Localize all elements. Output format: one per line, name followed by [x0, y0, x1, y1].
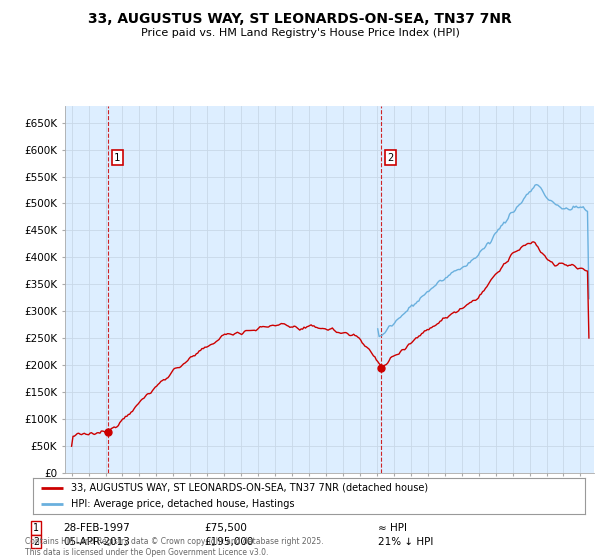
Text: 1: 1 [33, 523, 39, 533]
Text: 28-FEB-1997: 28-FEB-1997 [63, 523, 130, 533]
Text: Price paid vs. HM Land Registry's House Price Index (HPI): Price paid vs. HM Land Registry's House … [140, 28, 460, 38]
Text: 05-APR-2013: 05-APR-2013 [63, 536, 130, 547]
Text: £195,000: £195,000 [204, 536, 253, 547]
Text: £75,500: £75,500 [204, 523, 247, 533]
Text: 1: 1 [114, 153, 121, 162]
Text: ≈ HPI: ≈ HPI [378, 523, 407, 533]
Text: 21% ↓ HPI: 21% ↓ HPI [378, 536, 433, 547]
Text: 33, AUGUSTUS WAY, ST LEONARDS-ON-SEA, TN37 7NR (detached house): 33, AUGUSTUS WAY, ST LEONARDS-ON-SEA, TN… [71, 483, 428, 492]
Text: HPI: Average price, detached house, Hastings: HPI: Average price, detached house, Hast… [71, 500, 294, 509]
Text: Contains HM Land Registry data © Crown copyright and database right 2025.
This d: Contains HM Land Registry data © Crown c… [25, 537, 324, 557]
Text: 33, AUGUSTUS WAY, ST LEONARDS-ON-SEA, TN37 7NR: 33, AUGUSTUS WAY, ST LEONARDS-ON-SEA, TN… [88, 12, 512, 26]
Text: 2: 2 [33, 536, 39, 547]
Text: 2: 2 [387, 153, 394, 162]
